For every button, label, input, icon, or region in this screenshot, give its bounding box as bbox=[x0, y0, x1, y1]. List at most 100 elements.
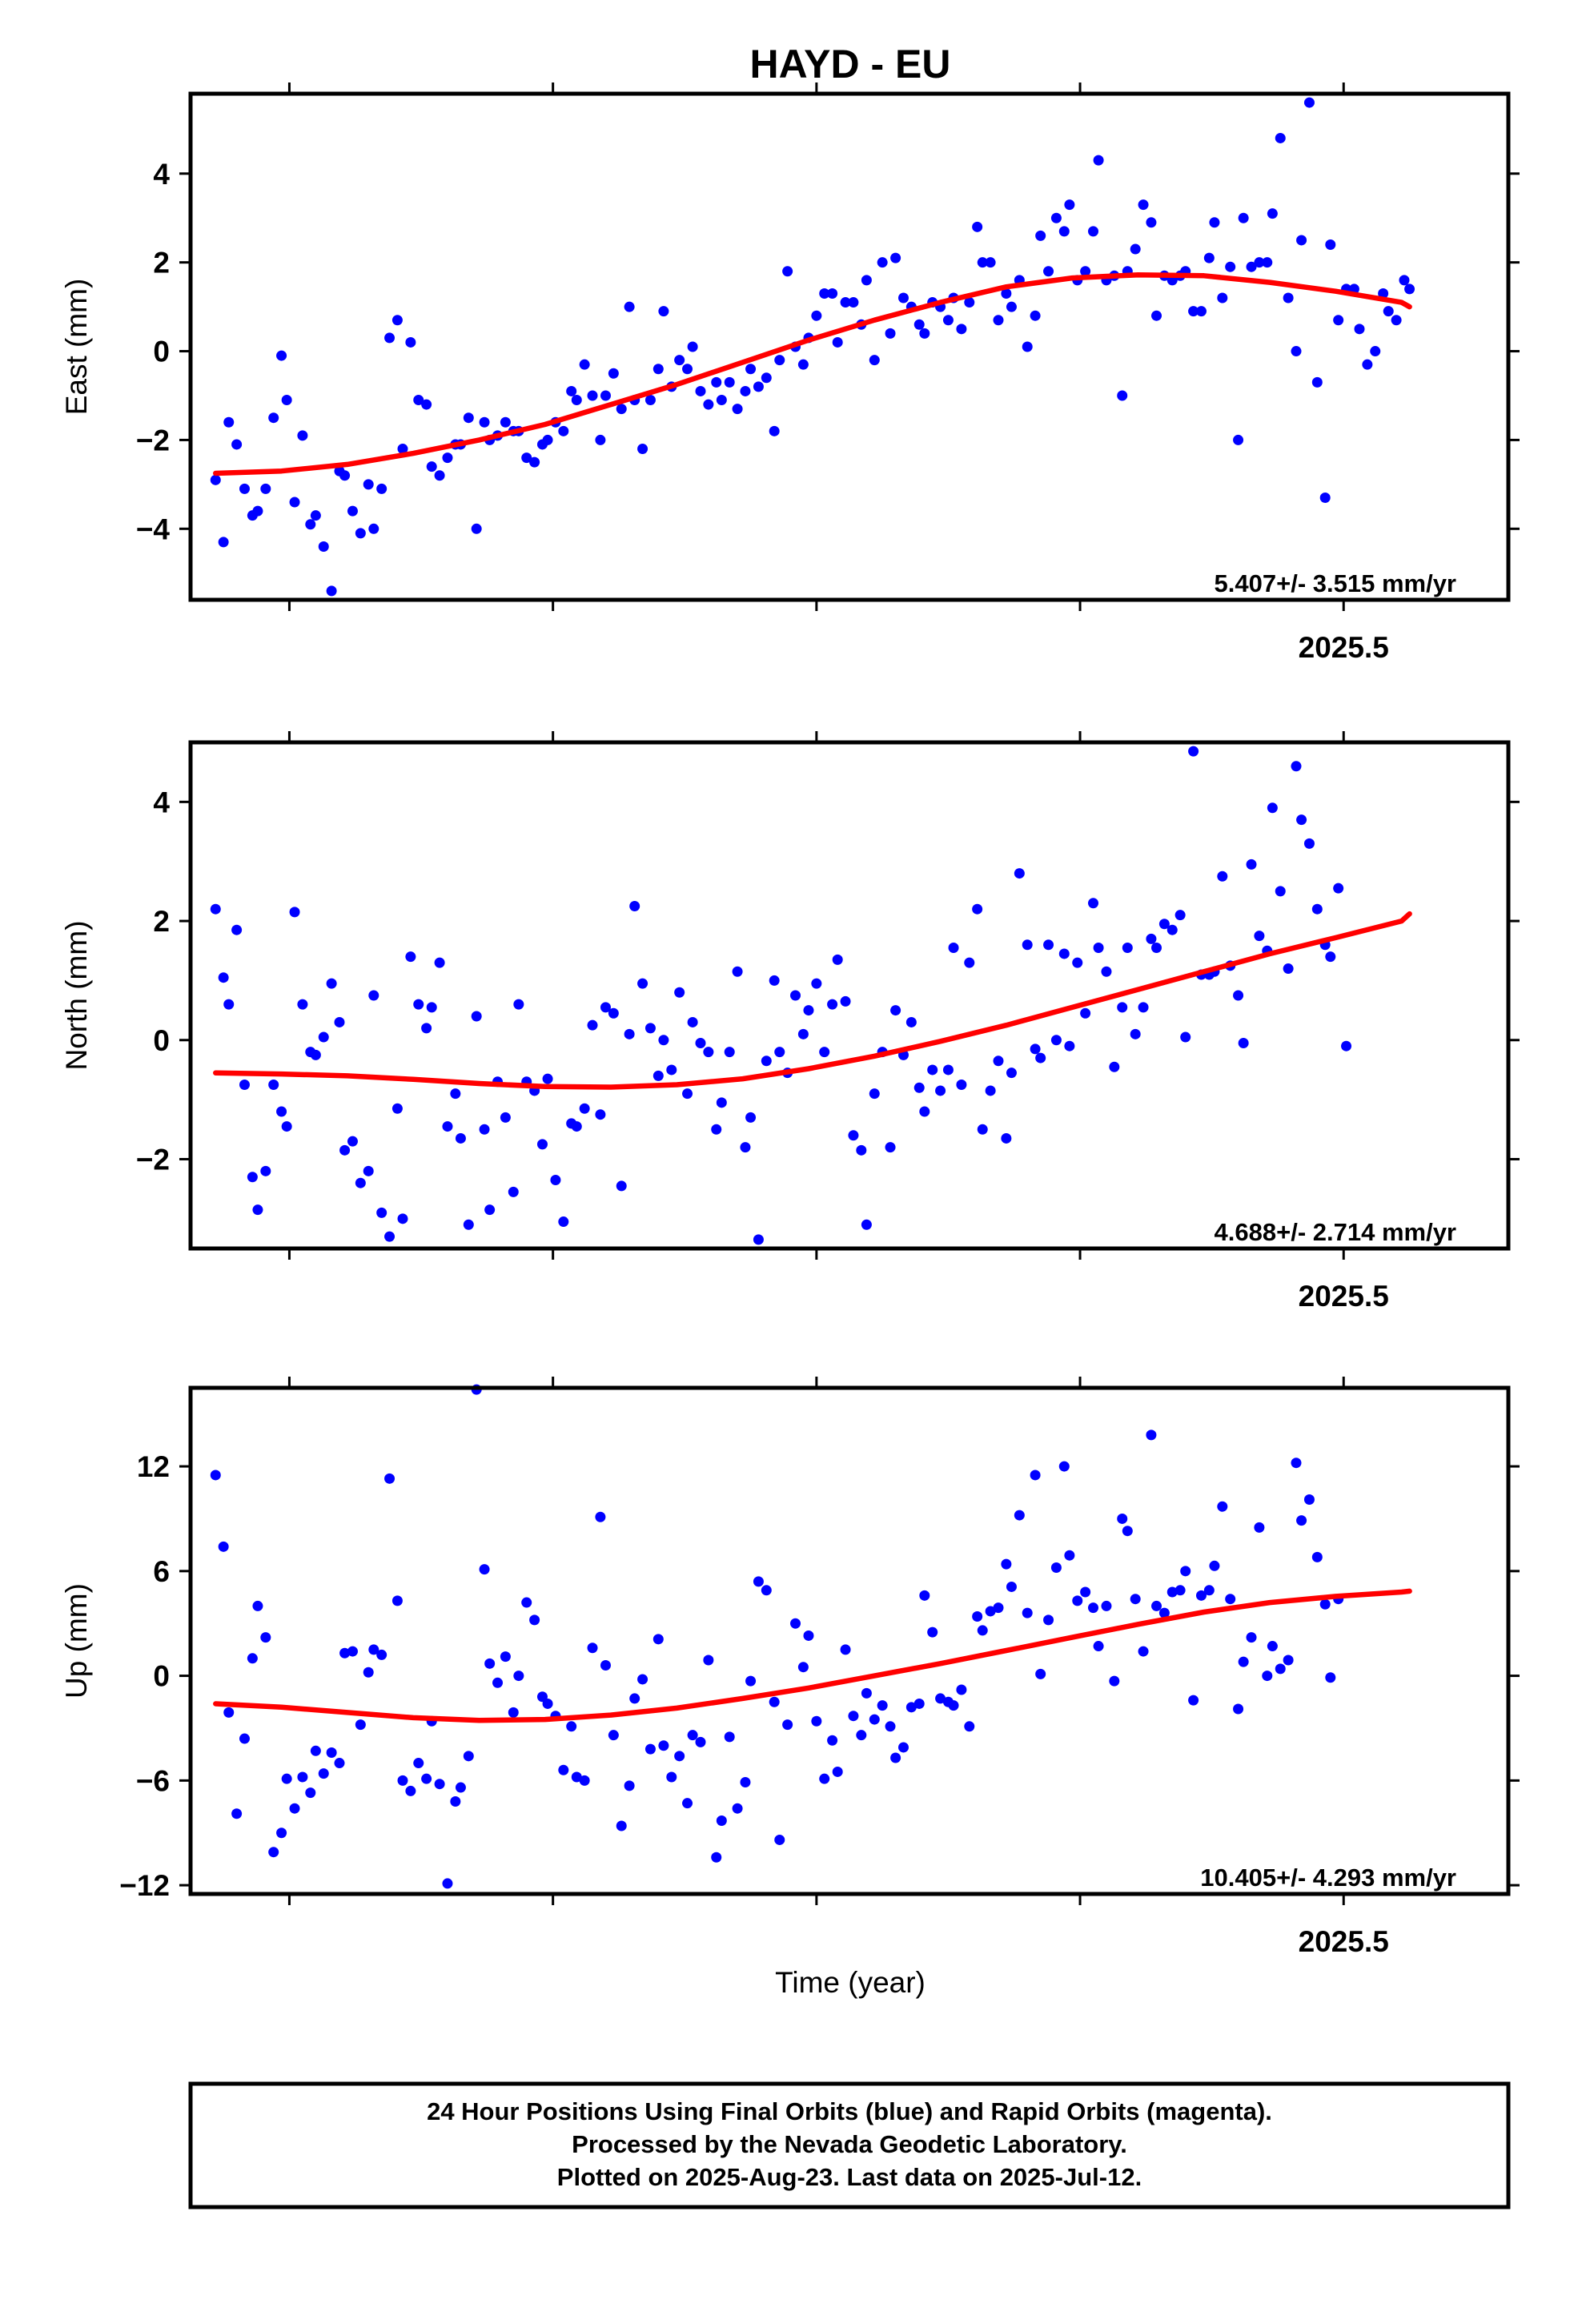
up-data-point bbox=[1233, 1703, 1244, 1715]
east-data-point bbox=[797, 359, 809, 370]
east-y-tick-label: 0 bbox=[153, 336, 170, 368]
up-data-point bbox=[558, 1764, 569, 1775]
up-data-point bbox=[1311, 1551, 1323, 1562]
up-data-point bbox=[1088, 1602, 1099, 1614]
up-data-point bbox=[1130, 1594, 1141, 1605]
up-data-point bbox=[384, 1473, 396, 1484]
east-data-point bbox=[716, 395, 727, 406]
east-data-point bbox=[1225, 261, 1236, 272]
east-data-point bbox=[861, 275, 872, 286]
up-data-point bbox=[579, 1775, 590, 1786]
north-data-point bbox=[1050, 1035, 1062, 1046]
up-data-point bbox=[442, 1878, 453, 1889]
north-data-point bbox=[368, 990, 379, 1001]
up-x-tick-label: 2025.5 bbox=[1299, 1925, 1389, 1958]
up-data-point bbox=[1325, 1672, 1336, 1683]
north-fit-curve bbox=[213, 911, 1412, 1090]
east-data-point bbox=[600, 390, 611, 401]
footer-line-1: 24 Hour Positions Using Final Orbits (bl… bbox=[427, 2097, 1272, 2125]
north-data-point bbox=[210, 903, 221, 915]
east-data-point bbox=[608, 368, 619, 379]
up-data-point bbox=[252, 1600, 263, 1611]
up-data-point bbox=[666, 1771, 677, 1783]
north-data-point bbox=[1080, 1007, 1091, 1019]
east-fit-curve bbox=[213, 271, 1412, 476]
east-data-point bbox=[426, 461, 437, 472]
up-y-tick-label: 12 bbox=[137, 1450, 170, 1483]
east-data-point bbox=[500, 416, 511, 428]
north-data-point bbox=[281, 1121, 292, 1132]
east-y-tick-label: −2 bbox=[136, 424, 170, 456]
north-data-point bbox=[890, 1005, 901, 1016]
up-data-point bbox=[977, 1625, 988, 1636]
up-data-point bbox=[861, 1687, 872, 1699]
up-data-point bbox=[508, 1707, 519, 1718]
up-data-point bbox=[260, 1632, 271, 1643]
up-data-point bbox=[629, 1693, 640, 1704]
up-data-point bbox=[724, 1731, 735, 1743]
up-data-point bbox=[1303, 1494, 1315, 1505]
up-data-point bbox=[305, 1787, 316, 1799]
north-data-point bbox=[339, 1144, 351, 1156]
east-data-point bbox=[210, 474, 221, 485]
north-data-point bbox=[1117, 1002, 1128, 1013]
north-data-point bbox=[774, 1047, 785, 1058]
up-data-point bbox=[231, 1808, 243, 1819]
north-data-point bbox=[355, 1177, 366, 1188]
north-data-point bbox=[1030, 1043, 1041, 1055]
up-data-point bbox=[521, 1597, 532, 1608]
east-data-point bbox=[869, 355, 880, 366]
east-data-point bbox=[579, 359, 590, 370]
up-data-point bbox=[326, 1747, 337, 1758]
up-data-point bbox=[948, 1700, 959, 1711]
north-data-point bbox=[629, 900, 640, 911]
up-data-point bbox=[1058, 1461, 1070, 1472]
north-y-tick-label: 0 bbox=[153, 1024, 170, 1057]
up-data-point bbox=[223, 1707, 235, 1718]
east-data-point bbox=[761, 372, 772, 384]
north-data-point bbox=[1166, 924, 1178, 935]
east-data-point bbox=[1203, 252, 1215, 263]
up-data-point bbox=[450, 1795, 461, 1807]
east-data-point bbox=[1362, 359, 1373, 370]
up-data-point bbox=[339, 1647, 351, 1659]
up-data-point bbox=[355, 1719, 366, 1731]
north-data-point bbox=[827, 999, 838, 1010]
north-data-point bbox=[724, 1047, 735, 1058]
north-data-point bbox=[1138, 1002, 1149, 1013]
up-data-point bbox=[1022, 1607, 1033, 1618]
east-plot-frame bbox=[188, 91, 1511, 602]
east-data-point bbox=[442, 452, 453, 464]
north-data-point bbox=[1311, 903, 1323, 915]
east-data-point bbox=[542, 434, 553, 445]
up-data-point bbox=[397, 1775, 408, 1786]
up-data-point bbox=[484, 1658, 496, 1669]
north-data-point bbox=[471, 1011, 482, 1022]
up-data-point bbox=[703, 1655, 714, 1666]
north-x-tick-label: 2025.5 bbox=[1299, 1280, 1389, 1313]
up-data-point bbox=[803, 1630, 814, 1641]
north-data-point bbox=[587, 1019, 598, 1031]
north-data-point bbox=[239, 1080, 250, 1091]
north-data-point bbox=[1151, 943, 1162, 954]
north-data-point bbox=[674, 987, 685, 998]
east-data-point bbox=[832, 336, 843, 348]
up-data-point bbox=[1006, 1581, 1017, 1592]
up-data-point bbox=[1101, 1600, 1112, 1611]
up-data-point bbox=[848, 1711, 859, 1722]
east-data-point bbox=[463, 412, 474, 424]
up-data-point bbox=[774, 1834, 785, 1845]
east-data-point bbox=[885, 328, 896, 339]
east-data-point bbox=[782, 266, 793, 277]
north-data-point bbox=[658, 1035, 669, 1046]
north-data-point bbox=[1043, 939, 1054, 951]
north-y-tick-label: 2 bbox=[153, 905, 170, 938]
chart-title: HAYD - EU bbox=[750, 42, 951, 86]
east-data-point bbox=[848, 297, 859, 308]
north-data-point bbox=[558, 1216, 569, 1228]
up-data-point bbox=[935, 1693, 946, 1704]
up-data-point bbox=[827, 1735, 838, 1746]
up-data-point bbox=[856, 1730, 867, 1741]
north-data-point bbox=[1303, 838, 1315, 849]
up-data-point bbox=[840, 1644, 851, 1655]
